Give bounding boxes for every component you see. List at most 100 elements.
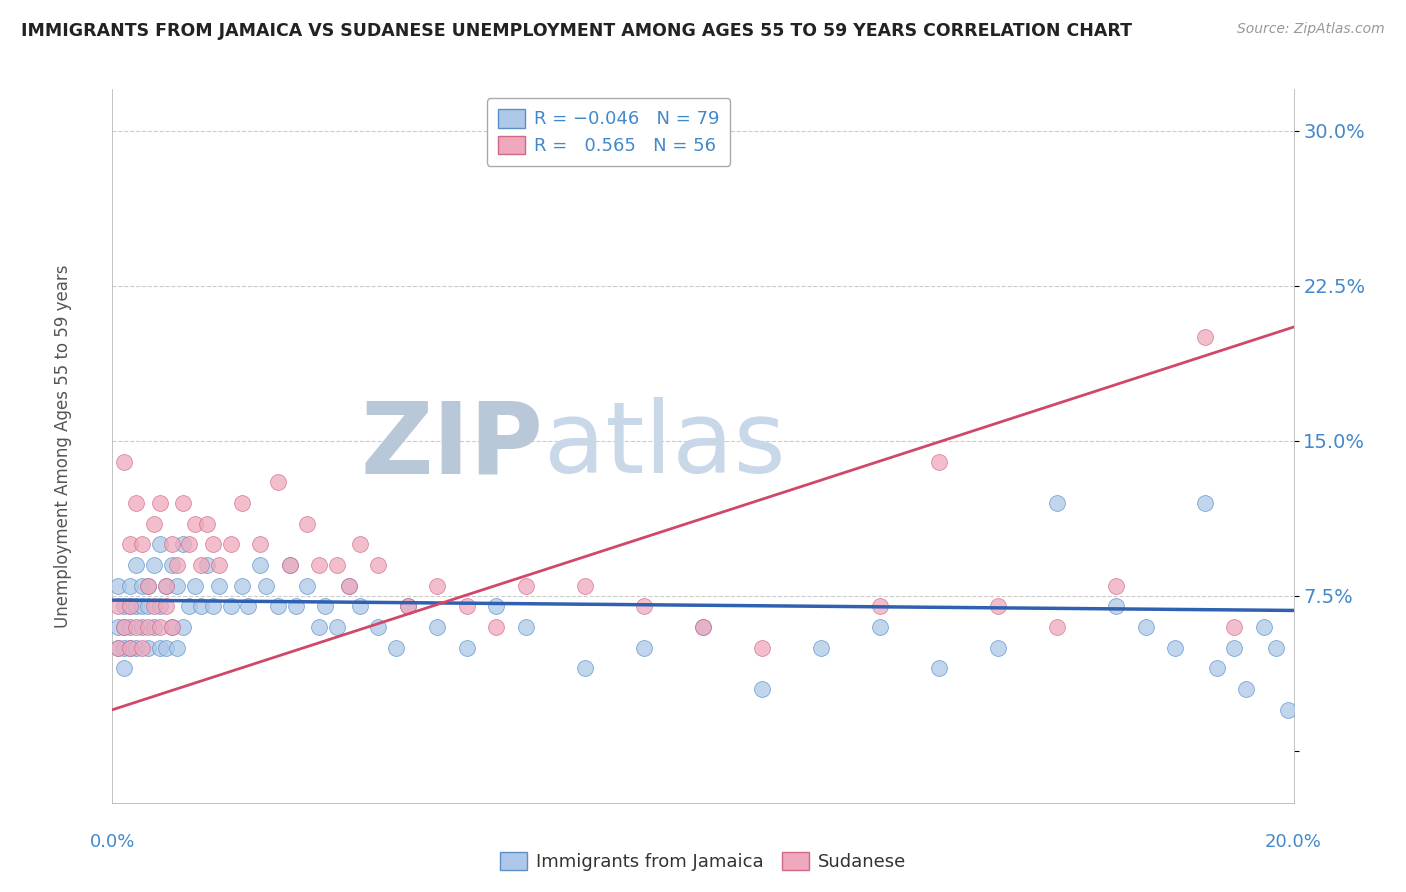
Point: [155, 599, 177, 614]
Point: [179, 599, 201, 614]
Point: [308, 620, 330, 634]
Point: [1046, 620, 1069, 634]
Point: [184, 579, 207, 593]
Point: [179, 537, 201, 551]
Point: [396, 599, 419, 614]
Point: [485, 620, 508, 634]
Point: [160, 620, 183, 634]
Point: [208, 579, 231, 593]
Point: [107, 640, 129, 655]
Point: [166, 579, 188, 593]
Point: [155, 640, 177, 655]
Point: [120, 599, 142, 614]
Point: [485, 599, 508, 614]
Point: [987, 640, 1010, 655]
Point: [1205, 661, 1227, 675]
Point: [349, 537, 371, 551]
Point: [166, 640, 188, 655]
Point: [195, 516, 218, 531]
Point: [1253, 620, 1275, 634]
Point: [267, 599, 290, 614]
Point: [249, 558, 271, 572]
Point: [120, 640, 142, 655]
Point: [284, 599, 307, 614]
Point: [1223, 620, 1246, 634]
Point: [131, 640, 153, 655]
Point: [1164, 640, 1187, 655]
Point: [456, 640, 478, 655]
Point: [1135, 620, 1157, 634]
Point: [515, 620, 537, 634]
Point: [149, 620, 172, 634]
Point: [136, 579, 159, 593]
Point: [112, 599, 135, 614]
Point: [254, 579, 277, 593]
Point: [107, 579, 129, 593]
Point: [928, 661, 950, 675]
Point: [120, 620, 142, 634]
Point: [149, 640, 172, 655]
Point: [112, 640, 135, 655]
Point: [297, 579, 319, 593]
Point: [142, 599, 165, 614]
Point: [120, 599, 142, 614]
Point: [1223, 640, 1246, 655]
Point: [136, 640, 159, 655]
Point: [120, 640, 142, 655]
Point: [155, 579, 177, 593]
Point: [112, 620, 135, 634]
Point: [426, 579, 449, 593]
Point: [337, 579, 360, 593]
Point: [125, 620, 148, 634]
Point: [231, 579, 253, 593]
Point: [278, 558, 301, 572]
Point: [112, 454, 135, 468]
Text: atlas: atlas: [544, 398, 785, 494]
Point: [308, 558, 330, 572]
Point: [426, 620, 449, 634]
Point: [1105, 579, 1128, 593]
Point: [131, 620, 153, 634]
Text: Source: ZipAtlas.com: Source: ZipAtlas.com: [1237, 22, 1385, 37]
Point: [574, 661, 596, 675]
Point: [125, 496, 148, 510]
Legend: R = −0.046   N = 79, R =   0.565   N = 56: R = −0.046 N = 79, R = 0.565 N = 56: [486, 98, 730, 166]
Point: [112, 661, 135, 675]
Point: [160, 558, 183, 572]
Point: [208, 558, 231, 572]
Point: [125, 558, 148, 572]
Legend: Immigrants from Jamaica, Sudanese: Immigrants from Jamaica, Sudanese: [492, 845, 914, 879]
Point: [367, 620, 389, 634]
Point: [125, 599, 148, 614]
Point: [633, 599, 655, 614]
Text: Unemployment Among Ages 55 to 59 years: Unemployment Among Ages 55 to 59 years: [55, 264, 72, 628]
Point: [131, 537, 153, 551]
Point: [136, 579, 159, 593]
Point: [120, 579, 142, 593]
Point: [149, 496, 172, 510]
Point: [396, 599, 419, 614]
Point: [160, 620, 183, 634]
Point: [249, 537, 271, 551]
Point: [136, 620, 159, 634]
Point: [633, 640, 655, 655]
Point: [172, 620, 194, 634]
Point: [278, 558, 301, 572]
Point: [219, 599, 242, 614]
Point: [456, 599, 478, 614]
Point: [326, 558, 349, 572]
Text: ZIP: ZIP: [361, 398, 544, 494]
Text: 20.0%: 20.0%: [1265, 833, 1322, 851]
Point: [219, 537, 242, 551]
Point: [190, 599, 212, 614]
Point: [125, 640, 148, 655]
Point: [166, 558, 188, 572]
Point: [1194, 330, 1216, 344]
Point: [120, 537, 142, 551]
Point: [314, 599, 336, 614]
Point: [136, 599, 159, 614]
Point: [149, 599, 172, 614]
Point: [751, 640, 773, 655]
Point: [131, 599, 153, 614]
Point: [1105, 599, 1128, 614]
